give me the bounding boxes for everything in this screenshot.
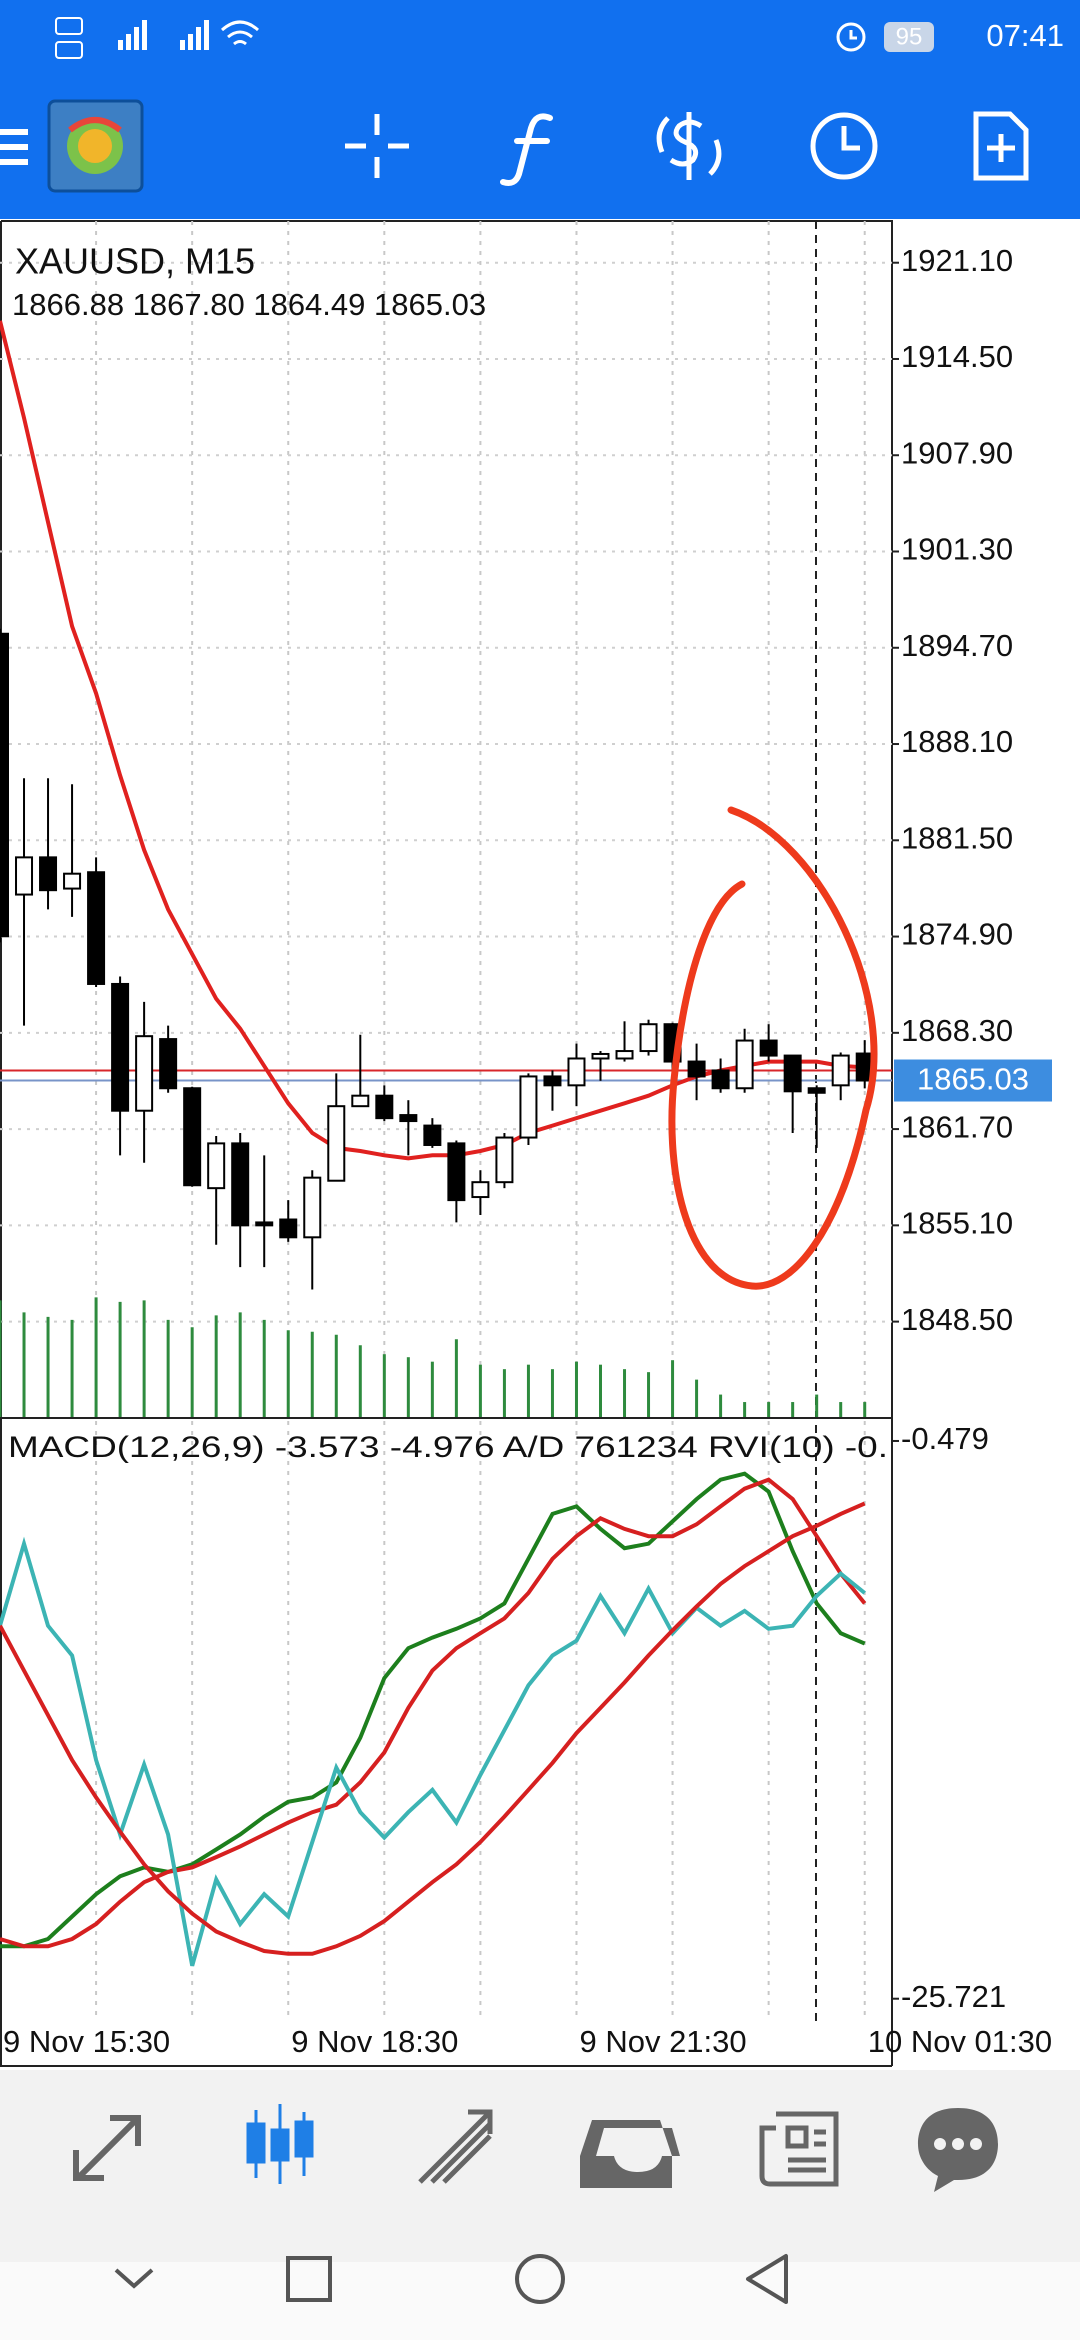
annotation-circle bbox=[668, 806, 878, 1290]
trade-button[interactable] bbox=[656, 112, 722, 180]
x-tick-label: 9 Nov 15:30 bbox=[3, 2024, 170, 2059]
chart-labels: 1921.10 1914.50 1907.90 1901.30 1894.70 1888.… bbox=[3, 241, 1052, 2060]
candle-body bbox=[759, 1039, 778, 1057]
clock: 07:41 bbox=[986, 18, 1064, 53]
status-icons bbox=[55, 17, 866, 59]
new-order-button[interactable] bbox=[973, 111, 1029, 181]
chart-tab[interactable] bbox=[246, 2104, 314, 2184]
bottom-toolbar bbox=[0, 2070, 1080, 2262]
nav-back[interactable] bbox=[746, 2254, 788, 2304]
candle-body bbox=[783, 1054, 802, 1093]
x-tick-label: 9 Nov 21:30 bbox=[579, 2024, 746, 2059]
menu-button[interactable] bbox=[0, 129, 28, 165]
candle-body bbox=[39, 856, 58, 892]
candle-body bbox=[63, 872, 82, 890]
candle-body bbox=[15, 856, 34, 896]
news-tab[interactable] bbox=[759, 2111, 839, 2187]
candle-body bbox=[399, 1114, 418, 1123]
crosshair-button[interactable] bbox=[345, 114, 409, 178]
candle-body bbox=[471, 1181, 490, 1199]
candle-body bbox=[279, 1218, 298, 1239]
candle-body bbox=[831, 1054, 850, 1087]
y-tick-label: 1881.50 bbox=[901, 820, 1013, 855]
x-tick-label: 10 Nov 01:30 bbox=[868, 2024, 1052, 2059]
candle-body bbox=[351, 1094, 370, 1108]
nav-recents[interactable] bbox=[286, 2256, 332, 2302]
battery-level: 95 bbox=[896, 23, 923, 50]
y-tick-label: 1894.70 bbox=[901, 628, 1013, 663]
candle-body bbox=[711, 1069, 730, 1090]
x-tick-label: 9 Nov 18:30 bbox=[291, 2024, 458, 2059]
indicator-panel bbox=[0, 1471, 867, 1967]
candle-body bbox=[591, 1052, 610, 1060]
candle-body bbox=[0, 632, 9, 938]
candle-body bbox=[447, 1142, 466, 1202]
y-tick-label: 1848.50 bbox=[901, 1302, 1013, 1337]
candle-body bbox=[687, 1060, 706, 1078]
chart-area bbox=[0, 219, 1080, 2070]
nav-home[interactable] bbox=[515, 2254, 565, 2304]
candle-body bbox=[735, 1039, 754, 1090]
price-panel bbox=[0, 261, 892, 1417]
ohlc-values: 1866.88 1867.80 1864.49 1865.03 bbox=[12, 287, 486, 322]
y-tick-label: 1868.30 bbox=[901, 1013, 1013, 1048]
y-tick-label: 1888.10 bbox=[901, 724, 1013, 759]
candle-body bbox=[375, 1094, 394, 1120]
y-tick-label: 1907.90 bbox=[901, 435, 1013, 470]
candle-body bbox=[87, 871, 106, 985]
trade-tab[interactable] bbox=[418, 2109, 493, 2184]
candle-body bbox=[423, 1124, 442, 1146]
chat-tab[interactable] bbox=[918, 2108, 998, 2192]
candle-body bbox=[111, 982, 130, 1112]
symbol-title: XAUUSD, M15 bbox=[15, 241, 255, 282]
y-tick-label: 1914.50 bbox=[901, 339, 1013, 374]
candle-body bbox=[327, 1105, 346, 1182]
indicator-line bbox=[0, 1477, 867, 1949]
y-tick-label: 1921.10 bbox=[901, 243, 1013, 278]
indicator-line bbox=[0, 1536, 866, 1967]
candle-body bbox=[135, 1035, 154, 1112]
candle-body bbox=[255, 1221, 274, 1227]
candle-body bbox=[543, 1075, 562, 1087]
price-label: 1865.03 bbox=[917, 1062, 1029, 1097]
candle-body bbox=[519, 1075, 538, 1139]
candle-body bbox=[183, 1087, 202, 1187]
candle-body bbox=[567, 1057, 586, 1087]
app-logo[interactable] bbox=[47, 99, 144, 193]
y-tick-label: -0.479 bbox=[901, 1421, 989, 1456]
indicators-button[interactable] bbox=[500, 113, 553, 186]
y-tick-label: 1901.30 bbox=[901, 532, 1013, 567]
battery bbox=[884, 22, 934, 52]
candle-body bbox=[615, 1050, 634, 1060]
candle-body bbox=[807, 1087, 826, 1094]
nav-collapse[interactable] bbox=[114, 2268, 154, 2289]
timeframe-button[interactable] bbox=[810, 112, 878, 180]
candle-body bbox=[207, 1142, 226, 1190]
indicator-line bbox=[0, 1501, 866, 1956]
candle-body bbox=[495, 1136, 514, 1184]
candle-body bbox=[639, 1023, 658, 1053]
indicator-title: MACD(12,26,9) -3.573 -4.976 A/D 761234 R… bbox=[8, 1431, 888, 1464]
history-tab[interactable] bbox=[580, 2120, 680, 2188]
candle-body bbox=[159, 1038, 178, 1090]
y-tick-label: 1861.70 bbox=[901, 1109, 1013, 1144]
candle-body bbox=[231, 1142, 250, 1227]
candle-body bbox=[303, 1176, 322, 1239]
quotes-tab[interactable] bbox=[73, 2115, 141, 2181]
price-label-box bbox=[894, 1059, 1052, 1102]
y-tick-label: 1855.10 bbox=[901, 1206, 1013, 1241]
y-tick-label: 1874.90 bbox=[901, 917, 1013, 952]
y-tick-label: -25.721 bbox=[901, 1979, 1006, 2014]
indicator-line bbox=[0, 1471, 866, 1949]
